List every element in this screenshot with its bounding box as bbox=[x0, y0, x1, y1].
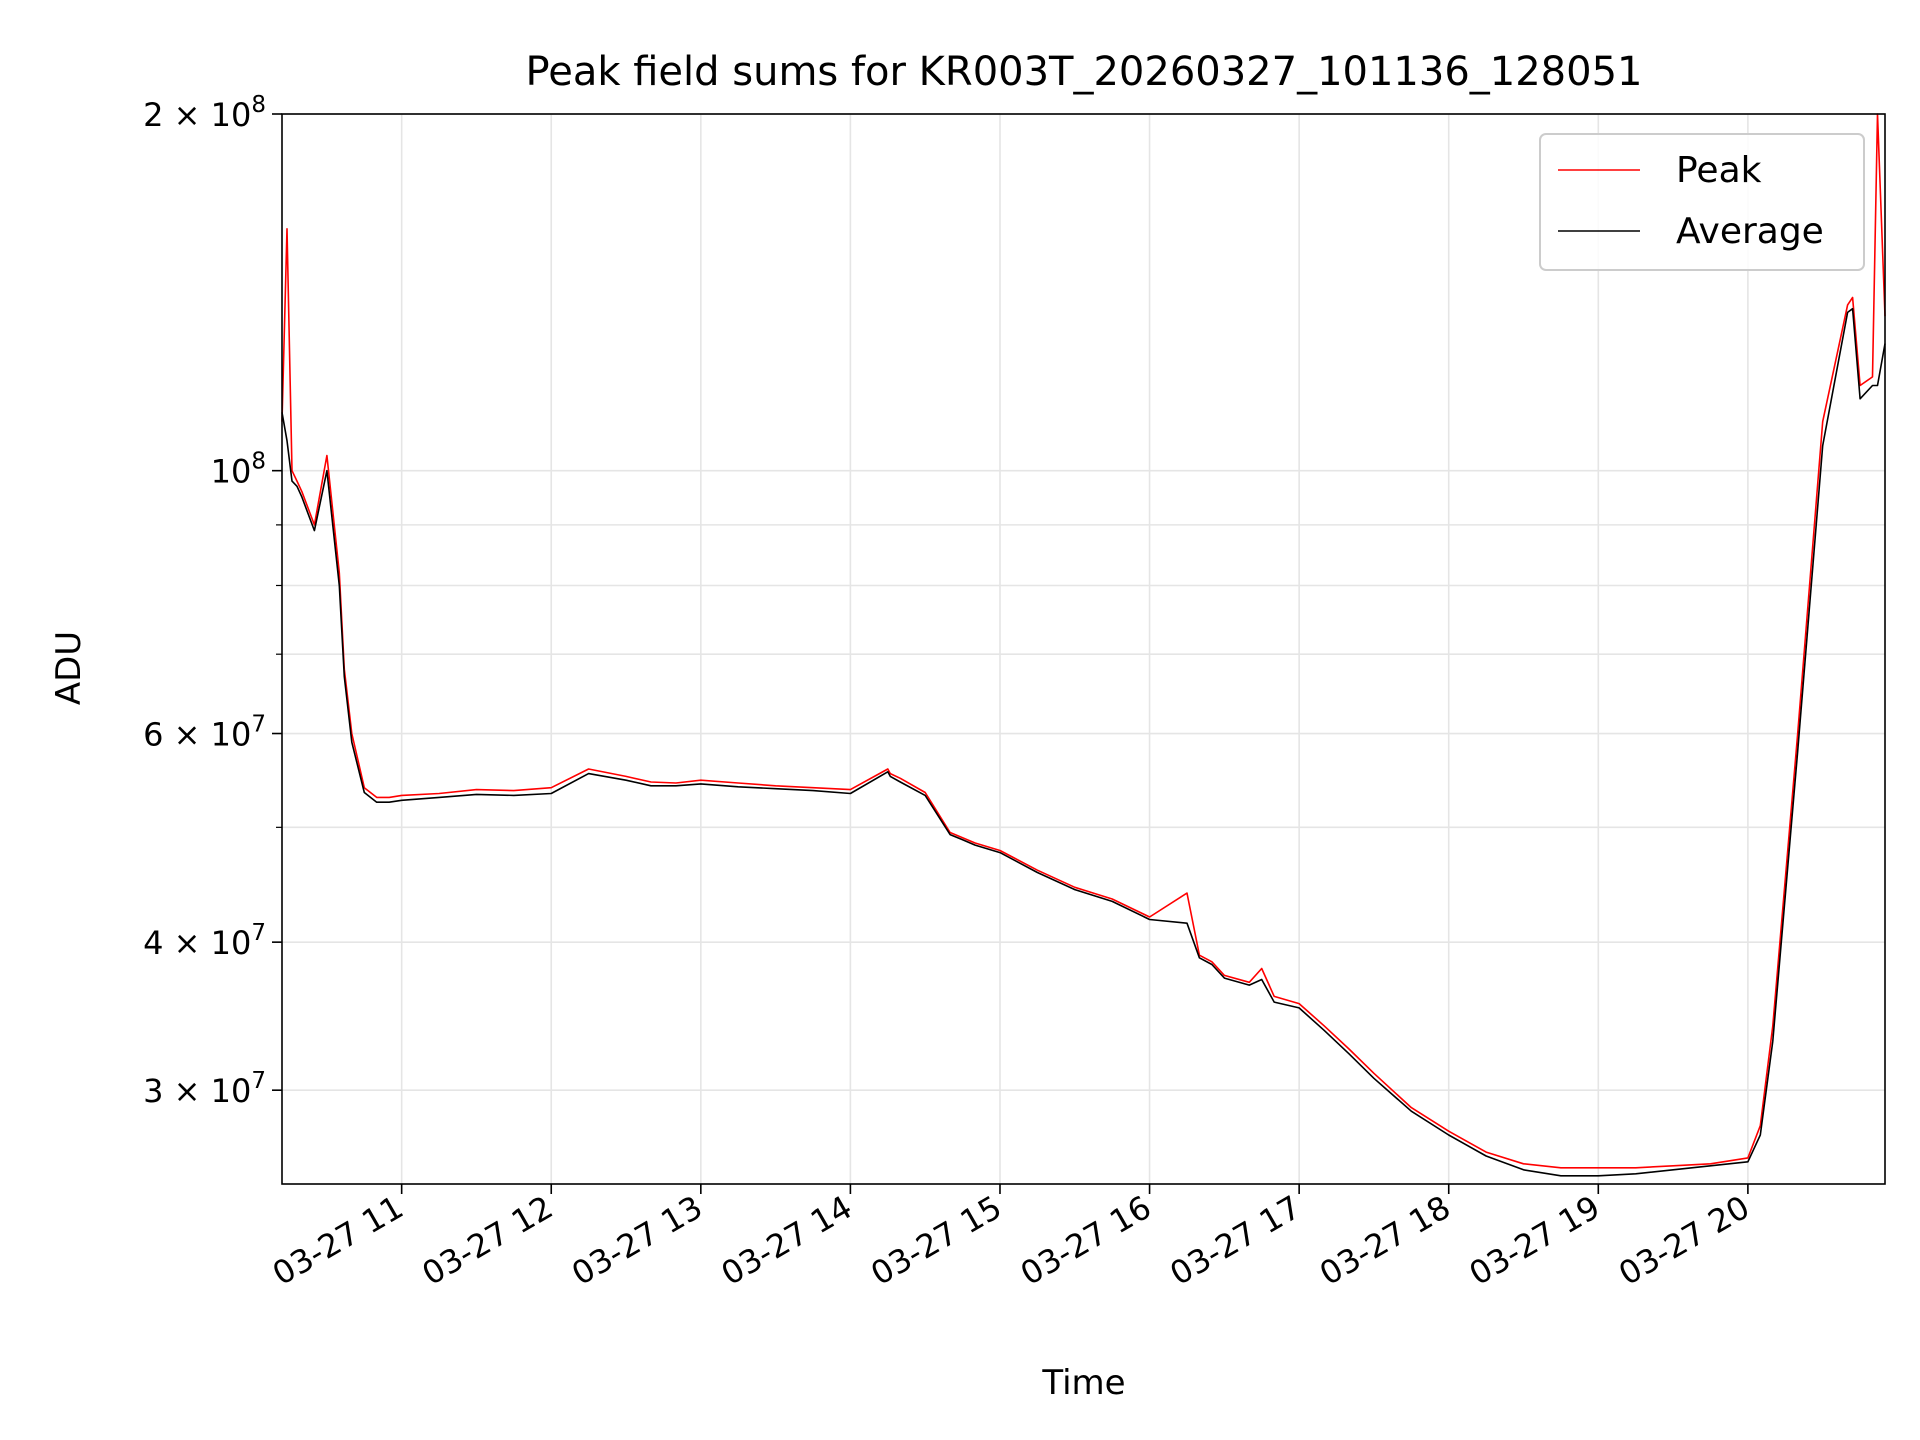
y-tick-label: 6 × 107 bbox=[143, 712, 266, 754]
y-tick-label: 2 × 108 bbox=[143, 92, 266, 134]
plot-frame bbox=[281, 113, 1886, 1185]
y-tick-label: 3 × 107 bbox=[143, 1068, 266, 1110]
series-line-peak bbox=[281, 113, 1886, 1169]
y-tick-label: 4 × 107 bbox=[143, 920, 266, 962]
legend-label-average: Average bbox=[1676, 211, 1824, 252]
legend-label-peak: Peak bbox=[1676, 150, 1762, 191]
chart-title: Peak field sums for KR003T_20260327_1011… bbox=[526, 49, 1643, 95]
y-axis-label: ADU bbox=[49, 631, 89, 705]
legend-box bbox=[1539, 133, 1865, 271]
x-axis-label: Time bbox=[1041, 1363, 1125, 1403]
y-tick-label: 108 bbox=[211, 449, 266, 491]
series-line-average bbox=[281, 307, 1886, 1177]
y-axis-ticks: 3 × 107 4 × 107 6 × 107 108 2 × 108 bbox=[143, 92, 282, 1110]
series-lines bbox=[281, 113, 1886, 1177]
legend: Peak Average bbox=[1539, 133, 1865, 271]
